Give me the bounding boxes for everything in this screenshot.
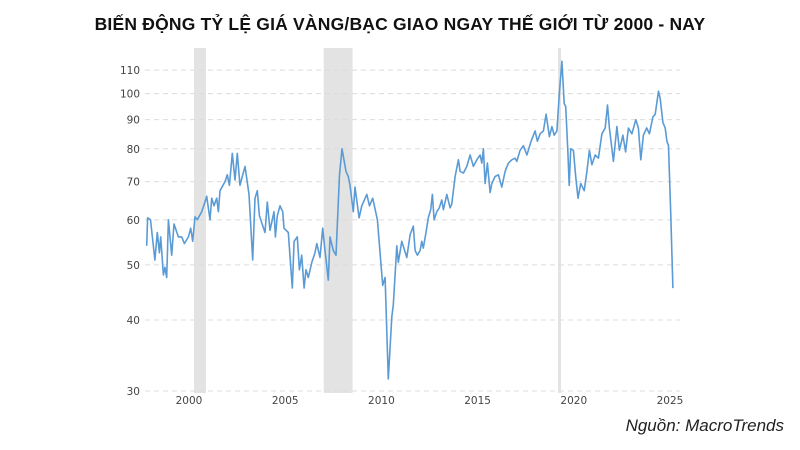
series-lines [145, 60, 674, 380]
x-axis-ticks: 2000 2005 2010 2015 2020 2025 [176, 395, 684, 407]
recession-band [558, 48, 562, 393]
gridlines [145, 69, 680, 392]
y-axis-ticks: 30 40 50 60 70 80 90 100 110 [120, 65, 140, 398]
y-tick-label: 50 [127, 260, 140, 272]
y-tick-label: 30 [127, 386, 140, 398]
y-tick-label: 80 [127, 144, 140, 156]
series-line [145, 60, 674, 380]
chart-title: BIẾN ĐỘNG TỶ LỆ GIÁ VÀNG/BẠC GIAO NGAY T… [94, 14, 706, 34]
y-tick-label: 60 [127, 215, 140, 227]
x-tick-label: 2015 [464, 395, 491, 407]
x-tick-label: 2025 [657, 395, 684, 407]
source-note: Nguồn: MacroTrends [625, 416, 784, 435]
y-tick-label: 90 [127, 115, 140, 127]
recession-band [194, 48, 206, 393]
y-tick-label: 110 [120, 65, 140, 77]
y-tick-label: 40 [127, 315, 140, 327]
x-tick-label: 2010 [368, 395, 395, 407]
x-tick-label: 2000 [176, 395, 203, 407]
y-tick-label: 100 [120, 89, 140, 101]
x-tick-label: 2005 [272, 395, 299, 407]
y-tick-label: 70 [127, 177, 140, 189]
x-tick-label: 2020 [560, 395, 587, 407]
